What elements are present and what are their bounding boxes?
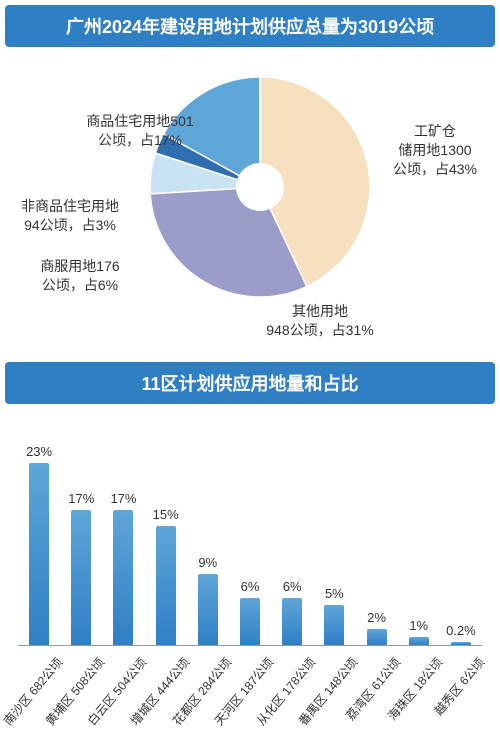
bar-chart: 23%17%17%15%9%6%6%5%2%1%0.2%	[18, 444, 482, 646]
bar-2	[113, 510, 133, 645]
pie-label-1: 其他用地948公顷，占31%	[255, 302, 385, 340]
pie-chart	[150, 77, 370, 297]
bar-pct-8: 2%	[357, 610, 397, 625]
bar-pct-6: 6%	[272, 579, 312, 594]
bar-label-9: 海珠区 18公顷	[362, 654, 446, 749]
bar-pct-3: 15%	[146, 507, 186, 522]
bar-pct-1: 17%	[61, 491, 101, 506]
pie-label-0: 工矿仓储用地1300公顷，占43%	[370, 122, 500, 179]
pie-label-2: 商服用地176公顷，占6%	[15, 257, 145, 295]
bar-9	[409, 637, 429, 645]
bar-label-4: 花都区 284公顷	[151, 654, 235, 749]
bar-pct-9: 1%	[399, 618, 439, 633]
bar-pct-10: 0.2%	[441, 623, 481, 638]
bar-chart-area: 23%17%17%15%9%6%6%5%2%1%0.2% 南沙区 682公顷黄埔…	[0, 404, 500, 724]
bar-pct-0: 23%	[19, 444, 59, 459]
bar-label-10: 越秀区 6公顷	[404, 654, 488, 749]
bar-pct-2: 17%	[103, 491, 143, 506]
pie-label-4: 商品住宅用地501公顷，占17%	[75, 112, 205, 150]
bar-pct-5: 6%	[230, 579, 270, 594]
bar-label-8: 荔湾区 61公顷	[320, 654, 404, 749]
bar-header: 11区计划供应用地量和占比	[5, 362, 495, 404]
pie-header: 广州2024年建设用地计划供应总量为3019公顷	[5, 5, 495, 47]
bar-5	[240, 598, 260, 645]
bar-label-2: 白云区 504公顷	[67, 654, 151, 749]
bar-label-3: 增城区 444公顷	[109, 654, 193, 749]
bar-1	[71, 510, 91, 645]
bar-pct-4: 9%	[188, 555, 228, 570]
bar-3	[156, 526, 176, 645]
bar-7	[324, 605, 344, 645]
pie-chart-area: 工矿仓储用地1300公顷，占43% 其他用地948公顷，占31% 商服用地176公顷…	[0, 47, 500, 357]
pie-label-3: 非商品住宅用地94公顷，占3%	[5, 197, 135, 235]
bar-10	[451, 642, 471, 645]
bar-label-7: 番禺区 148公顷	[278, 654, 362, 749]
bar-pct-7: 5%	[314, 586, 354, 601]
bar-4	[198, 574, 218, 645]
bar-0	[29, 463, 49, 645]
bar-8	[367, 629, 387, 645]
pie-hole	[236, 163, 284, 211]
bar-6	[282, 598, 302, 645]
